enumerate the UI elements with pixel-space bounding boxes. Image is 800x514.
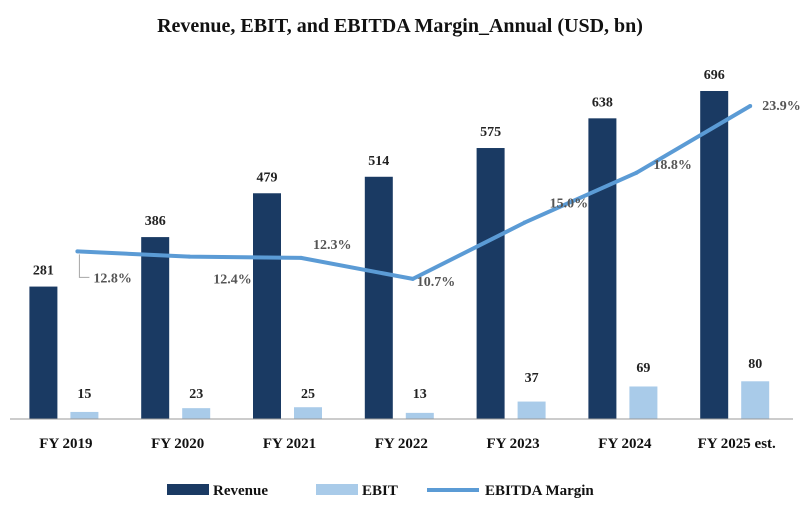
ebit-value-label: 13 bbox=[413, 387, 427, 402]
x-tick-labels: FY 2019 FY 2020 FY 2021 FY 2022 FY 2023 FY 20… bbox=[39, 436, 776, 452]
ebitda-margin-value-label: 18.8% bbox=[653, 158, 692, 173]
x-tick-label: FY 2025 est. bbox=[698, 436, 776, 452]
ebit-bar bbox=[741, 381, 770, 419]
revenue-bar bbox=[253, 193, 281, 419]
legend-label: EBIT bbox=[362, 483, 398, 499]
ebit-value-label: 23 bbox=[189, 387, 203, 402]
ebit-value-label: 80 bbox=[748, 357, 762, 372]
ebit-bar bbox=[629, 386, 658, 419]
legend-label: EBITDA Margin bbox=[485, 483, 594, 499]
revenue-bar bbox=[364, 176, 393, 419]
ebitda-margin-point bbox=[522, 220, 527, 225]
ebit-bar bbox=[294, 407, 322, 419]
line-layer bbox=[75, 104, 753, 281]
ebitda-margin-value-label: 12.4% bbox=[213, 273, 252, 288]
legend-revenue: Revenue bbox=[167, 483, 268, 499]
legend-swatch bbox=[167, 484, 209, 495]
ebitda-margin-value-label: 12.8% bbox=[93, 271, 131, 286]
revenue-bar bbox=[29, 286, 58, 419]
ebitda-margin-point bbox=[410, 276, 415, 281]
x-tick-label: FY 2024 bbox=[598, 436, 652, 452]
revenue-bar bbox=[588, 118, 617, 419]
bars-layer bbox=[29, 91, 770, 419]
revenue-value-label: 479 bbox=[257, 170, 278, 185]
x-tick-label: FY 2020 bbox=[151, 436, 204, 452]
ebit-value-label: 25 bbox=[301, 387, 315, 402]
ebitda-margin-point bbox=[634, 170, 639, 175]
legend: Revenue EBIT EBITDA Margin bbox=[167, 483, 594, 499]
ebitda-margin-line bbox=[77, 104, 752, 281]
labels-layer: 281 15 386 23 479 25 514 13 575 37 638 69 696 80 12.8%… bbox=[33, 68, 800, 402]
ebit-value-label: 15 bbox=[77, 387, 91, 402]
chart-title: Revenue, EBIT, and EBITDA Margin_Annual … bbox=[157, 15, 643, 37]
ebitda-margin-value-label: 23.9% bbox=[762, 99, 800, 114]
x-tick-label: FY 2019 bbox=[39, 436, 92, 452]
legend-swatch bbox=[316, 484, 358, 495]
ebit-value-label: 37 bbox=[525, 371, 539, 386]
legend-label: Revenue bbox=[213, 483, 268, 499]
x-tick-label: FY 2021 bbox=[263, 436, 316, 452]
revenue-bar bbox=[141, 237, 170, 419]
revenue-value-label: 575 bbox=[480, 125, 501, 140]
ebitda-margin-point bbox=[75, 249, 80, 254]
x-tick-label: FY 2023 bbox=[486, 436, 539, 452]
revenue-value-label: 514 bbox=[368, 154, 389, 169]
ebitda-margin-point bbox=[187, 254, 192, 259]
legend-ebit: EBIT bbox=[316, 483, 398, 499]
ebit-value-label: 69 bbox=[636, 361, 650, 376]
revenue-value-label: 281 bbox=[33, 264, 54, 279]
ebit-bar bbox=[70, 411, 99, 419]
ebitda-margin-value-label: 10.7% bbox=[417, 275, 456, 290]
revenue-value-label: 386 bbox=[145, 214, 166, 229]
revenue-value-label: 696 bbox=[704, 68, 725, 83]
revenue-value-label: 638 bbox=[592, 95, 613, 110]
revenue-bar bbox=[476, 148, 505, 419]
ebitda-margin-point bbox=[748, 104, 753, 108]
ebitda-margin-value-label: 15.0% bbox=[550, 197, 589, 212]
ebit-bar bbox=[405, 412, 434, 419]
legend-ebitda-margin: EBITDA Margin bbox=[427, 483, 594, 499]
revenue-bar bbox=[700, 91, 729, 419]
ebit-bar bbox=[517, 401, 546, 419]
x-tick-label: FY 2022 bbox=[375, 436, 428, 452]
margin-label-leader-line bbox=[78, 254, 90, 278]
ebit-bar bbox=[182, 408, 211, 419]
ebitda-margin-value-label: 12.3% bbox=[313, 238, 352, 253]
ebitda-margin-point bbox=[299, 255, 303, 260]
